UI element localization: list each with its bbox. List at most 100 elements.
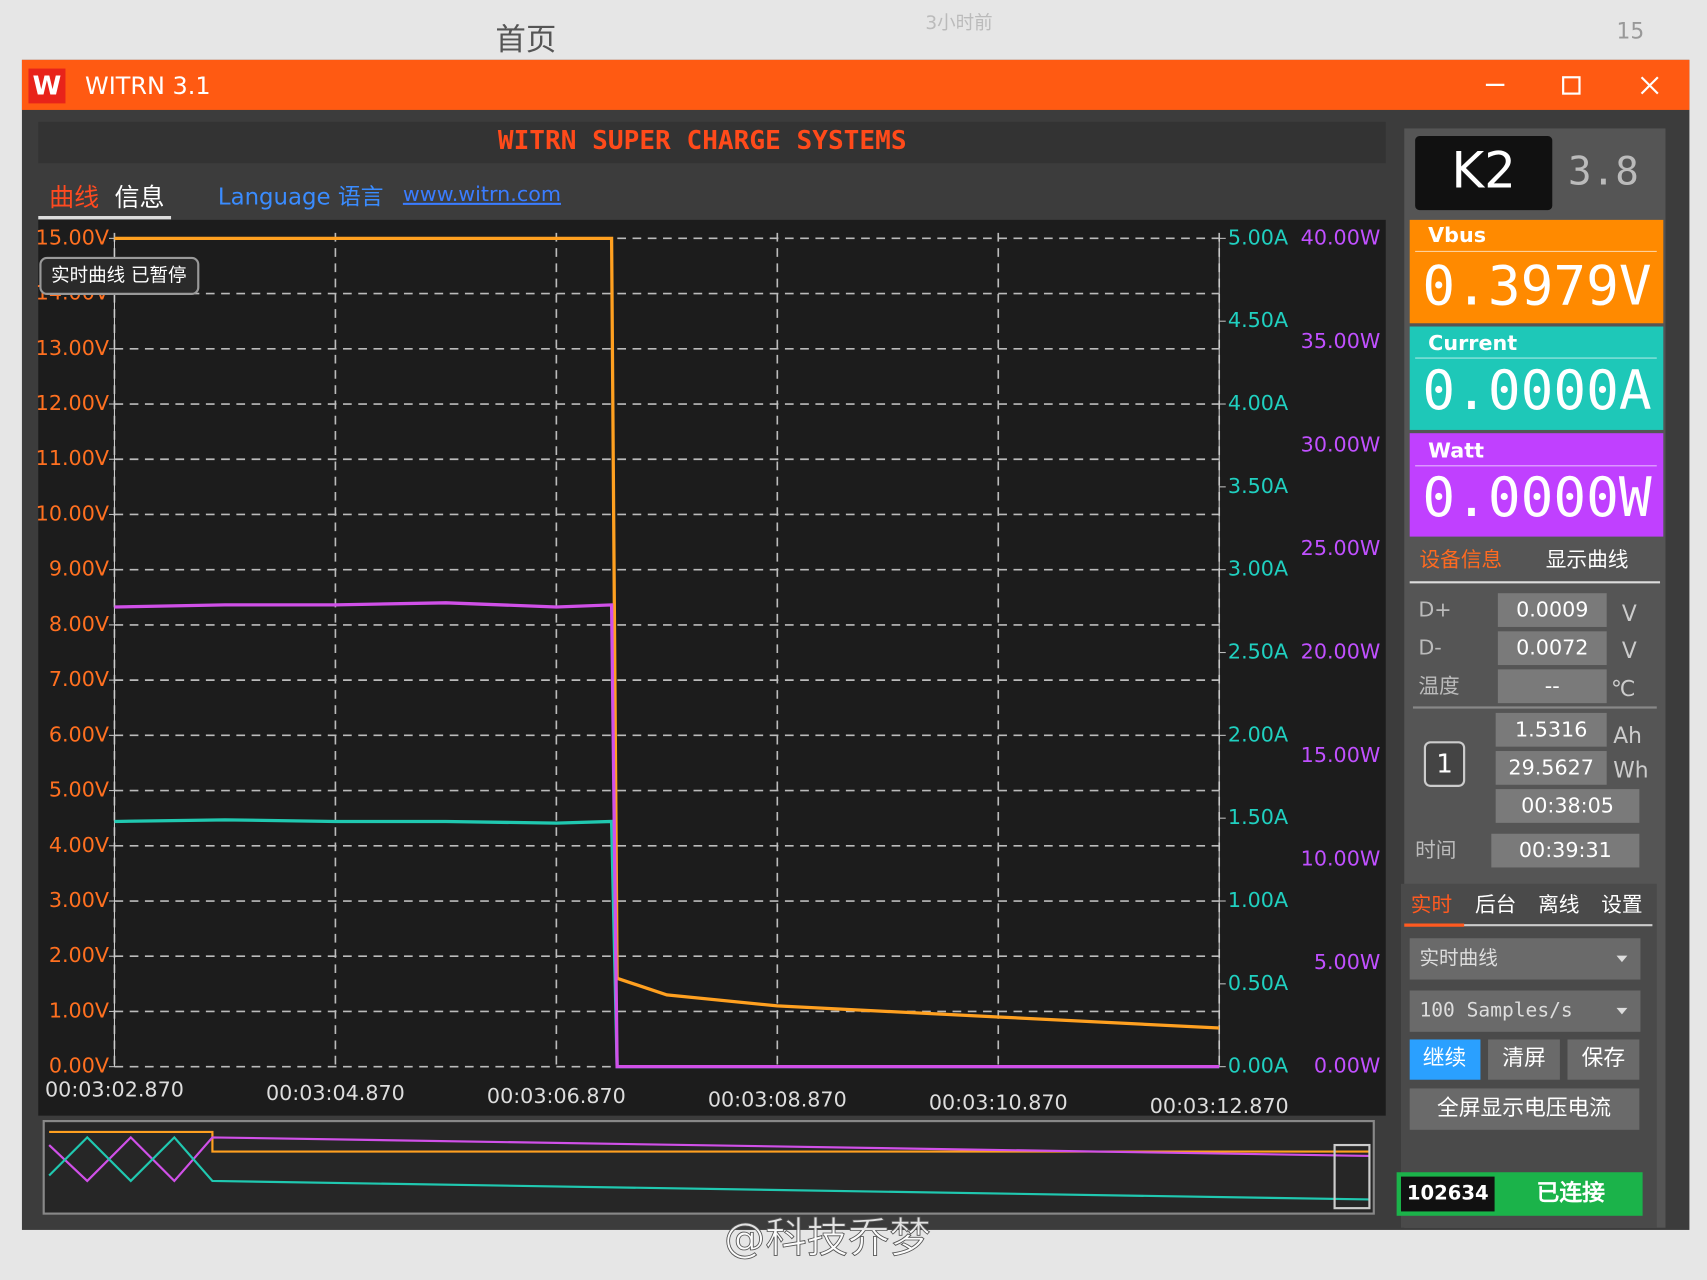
mode-tab[interactable]: 实时 xyxy=(1411,893,1452,917)
status-id: 102634 xyxy=(1407,1182,1489,1205)
value-box xyxy=(1497,669,1607,704)
fullscreen-button[interactable] xyxy=(1409,1088,1640,1130)
outer-time: 3小时前 xyxy=(925,13,992,34)
tab-info[interactable]: 信息 xyxy=(114,183,164,212)
series-line xyxy=(114,601,1220,1069)
status-state: 已连接 xyxy=(1537,1180,1606,1207)
header-bar xyxy=(38,121,1386,164)
x-tick-label: 00:03:08.870 xyxy=(708,1087,847,1111)
group-box[interactable] xyxy=(1423,741,1466,787)
status-badge-text: 实时曲线 已暂停 xyxy=(51,265,186,286)
minimap-line xyxy=(49,1130,1370,1153)
logo-mark: W xyxy=(33,72,62,102)
header-title: WITRN SUPER CHARGE SYSTEMS xyxy=(498,126,907,156)
accum-value: 29.5627 xyxy=(1508,755,1593,779)
tab-curve[interactable]: 曲线 xyxy=(49,183,99,212)
vbus-label: Vbus xyxy=(1428,223,1486,247)
x-tick-label: 00:03:10.870 xyxy=(929,1091,1068,1115)
y2-tick-label: 1.50A xyxy=(1228,805,1288,829)
time-value: 00:39:31 xyxy=(1519,838,1612,862)
model: K2 xyxy=(1451,142,1516,200)
y-tick-label: 5.00V xyxy=(49,778,109,802)
y-tick-label: 0.00V xyxy=(49,1054,109,1078)
x-tick-label: 00:03:06.870 xyxy=(487,1084,626,1108)
language-link[interactable]: Language 语言 xyxy=(218,185,384,211)
mode-tab[interactable]: 后台 xyxy=(1475,893,1516,917)
y3-tick-label: 15.00W xyxy=(1301,743,1381,767)
y-tick-label: 8.00V xyxy=(49,612,109,636)
select-text: 实时曲线 xyxy=(1419,946,1497,969)
y3-tick-label: 35.00W xyxy=(1301,329,1381,353)
mode-tab[interactable]: 离线 xyxy=(1538,893,1579,917)
y2-tick-label: 3.50A xyxy=(1228,474,1288,498)
y2-tick-label: 5.00A xyxy=(1228,225,1288,249)
button-label: 清屏 xyxy=(1502,1046,1546,1071)
accum-value: 00:38:05 xyxy=(1521,794,1614,818)
button-label: 全屏显示电压电流 xyxy=(1437,1096,1611,1121)
info-tab[interactable]: 显示曲线 xyxy=(1546,548,1629,572)
value-box xyxy=(1495,751,1607,785)
watt-value: 0.0000W xyxy=(1422,465,1652,529)
minimap[interactable] xyxy=(42,1120,1375,1215)
y2-tick-label: 2.50A xyxy=(1228,640,1288,664)
y2-tick-label: 3.00A xyxy=(1228,557,1288,581)
y3-tick-label: 30.00W xyxy=(1301,432,1381,456)
y2-tick-label: 1.00A xyxy=(1228,888,1288,912)
group: 1 xyxy=(1436,750,1453,780)
y2-tick-label: 0.00A xyxy=(1228,1054,1288,1078)
y2-tick-label: 0.50A xyxy=(1228,971,1288,995)
y2-tick-label: 2.00A xyxy=(1228,722,1288,746)
save-button[interactable] xyxy=(1567,1039,1640,1080)
y2-tick-label: 4.00A xyxy=(1228,391,1288,415)
select-text: 100 Samples/s xyxy=(1419,999,1572,1022)
info-tab[interactable]: 设备信息 xyxy=(1420,548,1503,572)
close-button[interactable] xyxy=(1640,76,1659,95)
clear-button[interactable] xyxy=(1488,1039,1560,1080)
vbus-value: 0.3979V xyxy=(1422,254,1651,318)
outer-count: 15 xyxy=(1616,20,1644,45)
y3-tick-label: 10.00W xyxy=(1301,847,1381,871)
mode-select[interactable] xyxy=(1409,938,1641,980)
website-link[interactable]: www.witrn.com xyxy=(403,182,561,206)
watt-label: Watt xyxy=(1428,439,1484,463)
y-tick-label: 11.00V xyxy=(36,446,109,470)
vbus-panel xyxy=(1409,219,1664,324)
y-tick-label: 10.00V xyxy=(36,501,109,525)
y3-tick-label: 0.00W xyxy=(1314,1054,1380,1078)
select-arrow xyxy=(1616,955,1628,963)
value-box xyxy=(1495,712,1607,747)
y-tick-label: 1.00V xyxy=(49,998,109,1022)
y3-tick-label: 25.00W xyxy=(1301,536,1381,560)
watermark: @科技乔梦 xyxy=(724,1214,931,1262)
row-unit: V xyxy=(1622,639,1637,664)
current-value: 0.0000A xyxy=(1422,358,1651,422)
y3-tick-label: 40.00W xyxy=(1301,225,1381,249)
value-box xyxy=(1497,631,1607,666)
title-bar xyxy=(21,59,1690,110)
y2-tick-label: 4.50A xyxy=(1228,308,1288,332)
value-box xyxy=(1491,833,1640,868)
row-label: 温度 xyxy=(1418,674,1459,698)
time-label: 时间 xyxy=(1415,838,1456,862)
model-box xyxy=(1415,136,1553,211)
row-unit: ℃ xyxy=(1611,677,1635,702)
maximize-button[interactable] xyxy=(1562,76,1581,95)
row-label: D+ xyxy=(1418,598,1451,622)
y-tick-label: 4.00V xyxy=(49,833,109,857)
button-label: 继续 xyxy=(1423,1046,1467,1071)
select-arrow xyxy=(1616,1007,1628,1015)
mode-tab[interactable]: 设置 xyxy=(1601,893,1642,917)
y-tick-label: 9.00V xyxy=(49,557,109,581)
y-tick-label: 3.00V xyxy=(49,888,109,912)
value-box xyxy=(1495,789,1640,823)
outer-tab[interactable]: 首页 xyxy=(495,23,556,58)
minimap-window[interactable] xyxy=(1333,1143,1371,1210)
row-value: -- xyxy=(1545,674,1560,698)
y3-tick-label: 5.00W xyxy=(1314,950,1380,974)
accum-value: 1.5316 xyxy=(1515,717,1587,741)
version: 3.8 xyxy=(1568,150,1639,195)
y-tick-label: 2.00V xyxy=(49,943,109,967)
rate-select[interactable] xyxy=(1409,990,1641,1032)
continue-button[interactable] xyxy=(1409,1039,1481,1080)
